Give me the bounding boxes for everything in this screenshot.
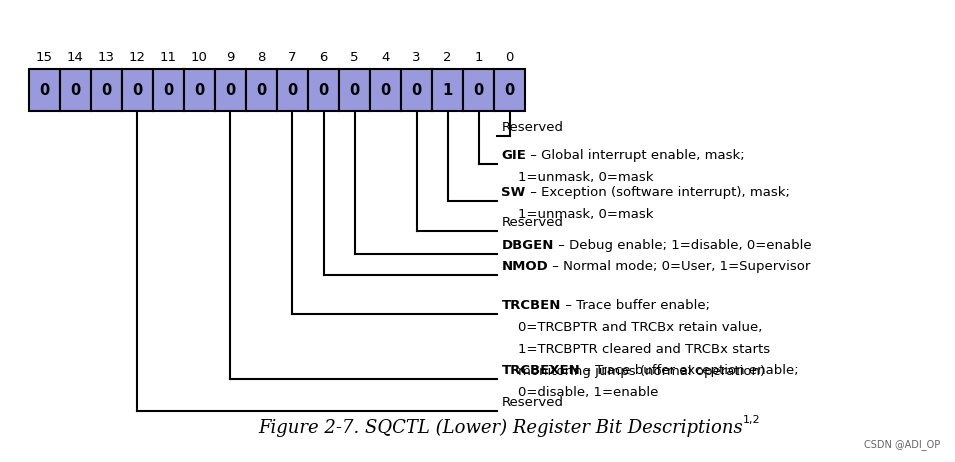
- Text: 9: 9: [226, 51, 235, 64]
- Bar: [215, 69, 246, 111]
- Text: 0: 0: [194, 83, 204, 97]
- Text: 5: 5: [350, 51, 359, 64]
- Text: 1,2: 1,2: [743, 415, 760, 425]
- Text: 0=disable, 1=enable: 0=disable, 1=enable: [501, 386, 659, 399]
- Bar: [122, 69, 153, 111]
- Text: – Trace buffer enable;: – Trace buffer enable;: [561, 299, 710, 312]
- Text: – Normal mode; 0=User, 1=Supervisor: – Normal mode; 0=User, 1=Supervisor: [548, 260, 811, 273]
- Text: 4: 4: [381, 51, 390, 64]
- Bar: [183, 69, 215, 111]
- Text: NMOD: NMOD: [501, 260, 548, 273]
- Text: 1: 1: [475, 51, 483, 64]
- Text: 0: 0: [132, 83, 142, 97]
- Text: 6: 6: [319, 51, 328, 64]
- Text: 0: 0: [318, 83, 329, 97]
- Text: 15: 15: [35, 51, 53, 64]
- Bar: [277, 69, 308, 111]
- Bar: [495, 69, 525, 111]
- Text: GIE: GIE: [501, 149, 526, 162]
- Text: 7: 7: [288, 51, 297, 64]
- Text: 0: 0: [504, 83, 515, 97]
- Text: TRCBEXEN: TRCBEXEN: [501, 364, 580, 377]
- Bar: [308, 69, 339, 111]
- Text: Reserved: Reserved: [501, 121, 563, 134]
- Text: 0: 0: [256, 83, 266, 97]
- Text: 0: 0: [225, 83, 236, 97]
- Text: Reserved: Reserved: [501, 396, 563, 409]
- Text: SW: SW: [501, 186, 525, 199]
- Text: 1=TRCBPTR cleared and TRCBx starts: 1=TRCBPTR cleared and TRCBx starts: [501, 343, 771, 356]
- Text: Figure 2-7. SQCTL (Lower) Register Bit Descriptions: Figure 2-7. SQCTL (Lower) Register Bit D…: [258, 418, 743, 437]
- Text: 0: 0: [350, 83, 360, 97]
- Text: 14: 14: [67, 51, 84, 64]
- Text: 2: 2: [443, 51, 452, 64]
- Text: 1=unmask, 0=mask: 1=unmask, 0=mask: [501, 208, 654, 221]
- Text: 0: 0: [380, 83, 391, 97]
- Text: 13: 13: [97, 51, 115, 64]
- Text: monitoring jumps (normal operation): monitoring jumps (normal operation): [501, 365, 766, 378]
- Text: 0: 0: [287, 83, 298, 97]
- Text: DBGEN: DBGEN: [501, 239, 554, 252]
- Text: 8: 8: [257, 51, 265, 64]
- Text: 3: 3: [413, 51, 421, 64]
- Text: Figure 2-7. SQCTL (Lower) Register Bit Descriptions: Figure 2-7. SQCTL (Lower) Register Bit D…: [258, 418, 743, 437]
- Text: – Debug enable; 1=disable, 0=enable: – Debug enable; 1=disable, 0=enable: [554, 239, 812, 252]
- Text: – Exception (software interrupt), mask;: – Exception (software interrupt), mask;: [525, 186, 790, 199]
- Text: 0: 0: [505, 51, 514, 64]
- Text: 11: 11: [159, 51, 177, 64]
- Text: 0: 0: [163, 83, 174, 97]
- Text: 1=unmask, 0=mask: 1=unmask, 0=mask: [501, 171, 654, 184]
- Text: CSDN @ADI_OP: CSDN @ADI_OP: [864, 439, 941, 450]
- Text: 12: 12: [129, 51, 146, 64]
- Bar: [401, 69, 432, 111]
- Bar: [463, 69, 495, 111]
- Text: 0: 0: [39, 83, 50, 97]
- Text: – Trace buffer exception enable;: – Trace buffer exception enable;: [580, 364, 798, 377]
- Text: 0=TRCBPTR and TRCBx retain value,: 0=TRCBPTR and TRCBx retain value,: [501, 321, 763, 334]
- Bar: [59, 69, 91, 111]
- Bar: [29, 69, 59, 111]
- Text: TRCBEN: TRCBEN: [501, 299, 561, 312]
- Text: 10: 10: [191, 51, 208, 64]
- Bar: [339, 69, 370, 111]
- Text: – Global interrupt enable, mask;: – Global interrupt enable, mask;: [526, 149, 745, 162]
- Bar: [432, 69, 463, 111]
- Text: Reserved: Reserved: [501, 216, 563, 229]
- Text: 1: 1: [442, 83, 453, 97]
- Text: 0: 0: [70, 83, 80, 97]
- Bar: [246, 69, 277, 111]
- Bar: [91, 69, 122, 111]
- Text: 0: 0: [101, 83, 112, 97]
- Bar: [371, 69, 401, 111]
- Bar: [153, 69, 183, 111]
- Text: 0: 0: [412, 83, 422, 97]
- Text: 0: 0: [474, 83, 484, 97]
